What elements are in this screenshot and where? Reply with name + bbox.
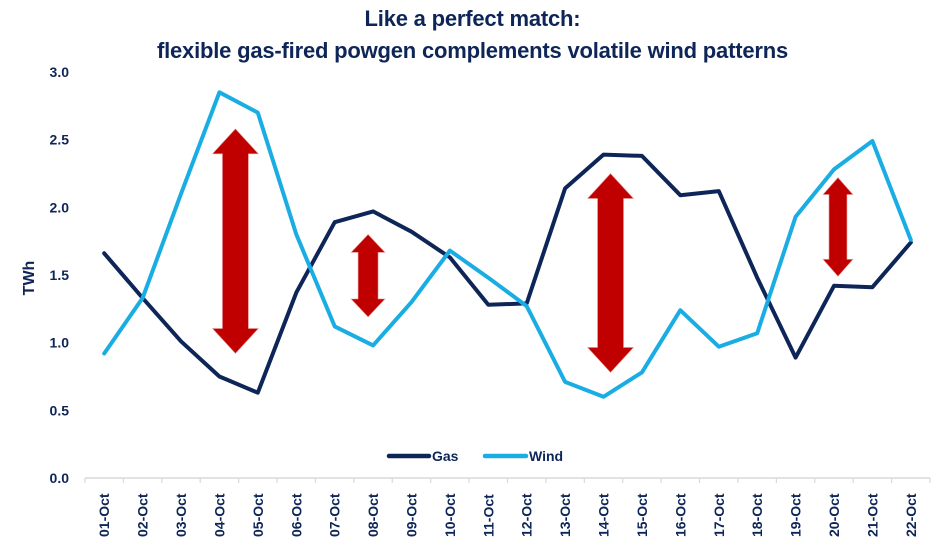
x-tick-label: 09-Oct bbox=[403, 493, 419, 537]
x-tick-label: 05-Oct bbox=[250, 493, 266, 537]
gas-legend-label: Gas bbox=[432, 448, 459, 464]
x-tick-label: 17-Oct bbox=[711, 493, 727, 537]
x-tick-label: 18-Oct bbox=[749, 493, 765, 537]
y-tick-label: 3.0 bbox=[50, 64, 70, 80]
x-axis: 01-Oct 02-Oct 03-Oct 04-Oct 05-Oct 06-Oct 07-O… bbox=[84, 477, 931, 537]
y-tick-label: 1.5 bbox=[50, 267, 70, 283]
x-tick-label: 03-Oct bbox=[173, 493, 189, 537]
x-tick-label: 02-Oct bbox=[135, 493, 151, 537]
x-tick-label: 07-Oct bbox=[327, 493, 343, 537]
y-axis: 0.0 0.5 1.0 1.5 2.0 2.5 3.0 bbox=[50, 64, 70, 486]
y-tick-label: 0.0 bbox=[50, 470, 70, 486]
x-tick-label: 12-Oct bbox=[519, 493, 535, 537]
y-tick-label: 2.0 bbox=[50, 199, 70, 215]
legend: Gas Wind bbox=[386, 448, 563, 464]
x-tick-label: 13-Oct bbox=[557, 493, 573, 537]
y-tick-label: 2.5 bbox=[50, 132, 70, 148]
y-tick-label: 0.5 bbox=[50, 402, 70, 418]
x-tick-label: 21-Oct bbox=[864, 493, 880, 537]
gas-series-line bbox=[102, 152, 913, 395]
y-axis-title: TWh bbox=[21, 261, 38, 296]
x-tick-label: 04-Oct bbox=[211, 493, 227, 537]
x-tick-label: 11-Oct bbox=[480, 494, 496, 537]
double-arrow-icon bbox=[211, 128, 260, 354]
x-tick-label: 08-Oct bbox=[365, 493, 381, 537]
x-tick-label: 06-Oct bbox=[288, 493, 304, 537]
wind-legend-label: Wind bbox=[529, 448, 563, 464]
x-tick-label: 15-Oct bbox=[634, 493, 650, 537]
x-tick-label: 16-Oct bbox=[672, 493, 688, 537]
double-arrow-icon bbox=[350, 233, 386, 318]
wind-series-line bbox=[102, 90, 913, 399]
x-tick-label: 20-Oct bbox=[826, 493, 842, 537]
double-arrow-icon bbox=[586, 173, 635, 373]
double-arrow-icon bbox=[822, 177, 854, 277]
chart-title-line-2: flexible gas-fired powgen complements vo… bbox=[156, 38, 789, 63]
x-tick-label: 10-Oct bbox=[442, 493, 458, 537]
x-tick-label: 01-Oct bbox=[96, 493, 112, 537]
annotation-arrows bbox=[211, 128, 854, 373]
x-tick-label: 19-Oct bbox=[788, 493, 804, 537]
x-tick-label: 22-Oct bbox=[903, 493, 919, 537]
y-tick-label: 1.0 bbox=[50, 335, 70, 351]
chart-title-line-1: Like a perfect match: bbox=[364, 6, 581, 31]
x-tick-label: 14-Oct bbox=[596, 493, 612, 537]
data-series bbox=[102, 90, 913, 399]
